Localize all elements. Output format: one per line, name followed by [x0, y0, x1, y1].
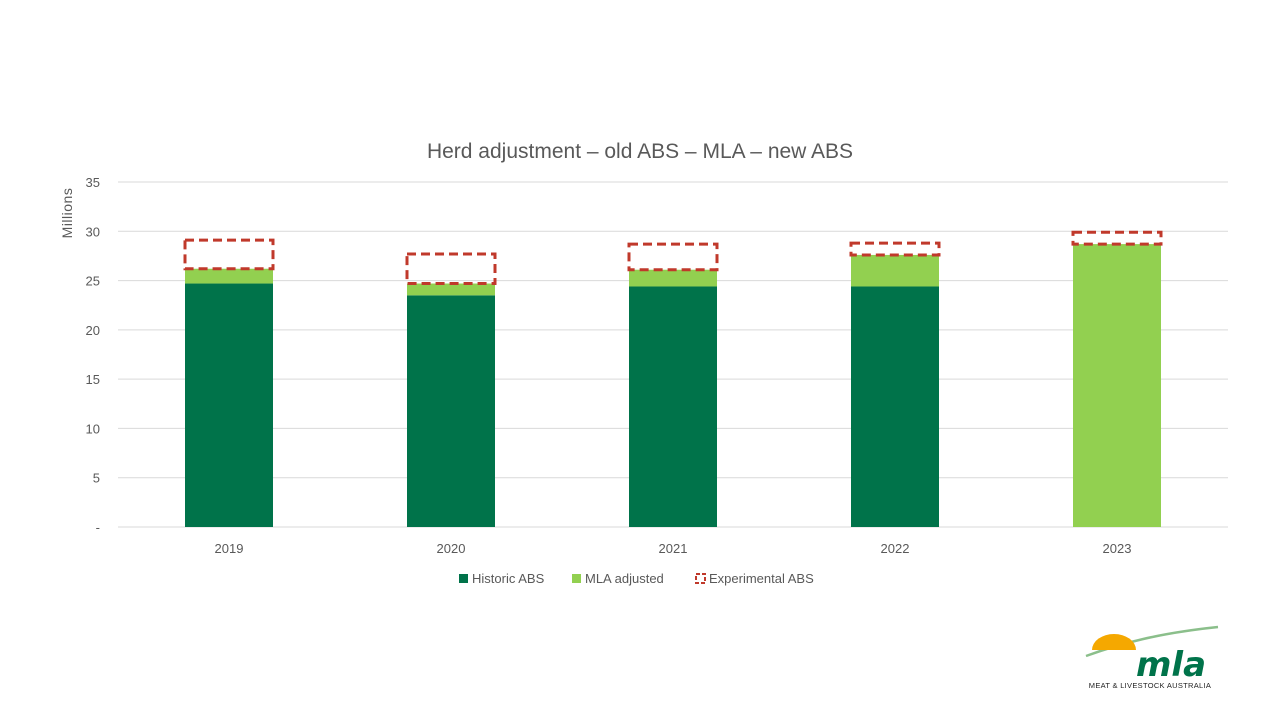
x-tick-label: 2021	[659, 541, 688, 556]
logo-wordmark: mla	[1136, 645, 1206, 685]
bar-mla-adjusted	[1073, 244, 1161, 527]
x-tick-label: 2019	[215, 541, 244, 556]
bars	[183, 230, 1163, 527]
y-tick-label: 25	[86, 274, 100, 289]
legend-swatch	[572, 574, 581, 583]
x-tick-label: 2022	[881, 541, 910, 556]
logo-swoosh	[1085, 625, 1219, 658]
legend-label: MLA adjusted	[585, 571, 664, 586]
y-tick-label: 30	[86, 224, 100, 239]
bar-experimental-abs	[849, 241, 941, 257]
bar-experimental-abs	[627, 242, 719, 272]
y-tick-label: 15	[86, 372, 100, 387]
bar-historic-abs	[185, 283, 273, 527]
bar-historic-abs	[851, 286, 939, 527]
bar-mla-adjusted	[185, 268, 273, 284]
legend-swatch	[459, 574, 468, 583]
bar-mla-adjusted	[407, 283, 495, 296]
x-tick-label: 2020	[437, 541, 466, 556]
legend-swatch-experimental-abs	[695, 573, 706, 584]
legend-label: Experimental ABS	[709, 571, 814, 586]
y-tick-label: 10	[86, 421, 100, 436]
x-tick-label: 2023	[1103, 541, 1132, 556]
y-tick-label: -	[96, 520, 100, 535]
logo-subtitle: MEAT & LIVESTOCK AUSTRALIA	[1089, 681, 1211, 690]
y-tick-label: 5	[93, 471, 100, 486]
legend-label: Historic ABS	[472, 571, 545, 586]
x-axis-ticks: 2019 2020 2021 2022 2023	[215, 541, 1132, 556]
legend: Historic ABS MLA adjusted Experimental ABS	[459, 571, 814, 586]
y-tick-label: 35	[86, 175, 100, 190]
chart-title: Herd adjustment – old ABS – MLA – new AB…	[427, 140, 853, 163]
bar-experimental-abs	[1071, 230, 1163, 246]
y-axis-ticks: - 5 10 15 20 25 30 35	[86, 175, 100, 535]
logo-sun-icon	[1092, 634, 1136, 650]
bar-mla-adjusted	[629, 269, 717, 287]
y-tick-label: 20	[86, 323, 100, 338]
y-axis-title: Millions	[59, 188, 75, 239]
bar-experimental-abs	[405, 252, 497, 286]
bar-historic-abs	[407, 295, 495, 527]
bar-experimental-abs	[183, 238, 275, 271]
mla-logo: mla MEAT & LIVESTOCK AUSTRALIA	[1085, 625, 1219, 690]
bar-historic-abs	[629, 286, 717, 527]
bar-mla-adjusted	[851, 254, 939, 287]
